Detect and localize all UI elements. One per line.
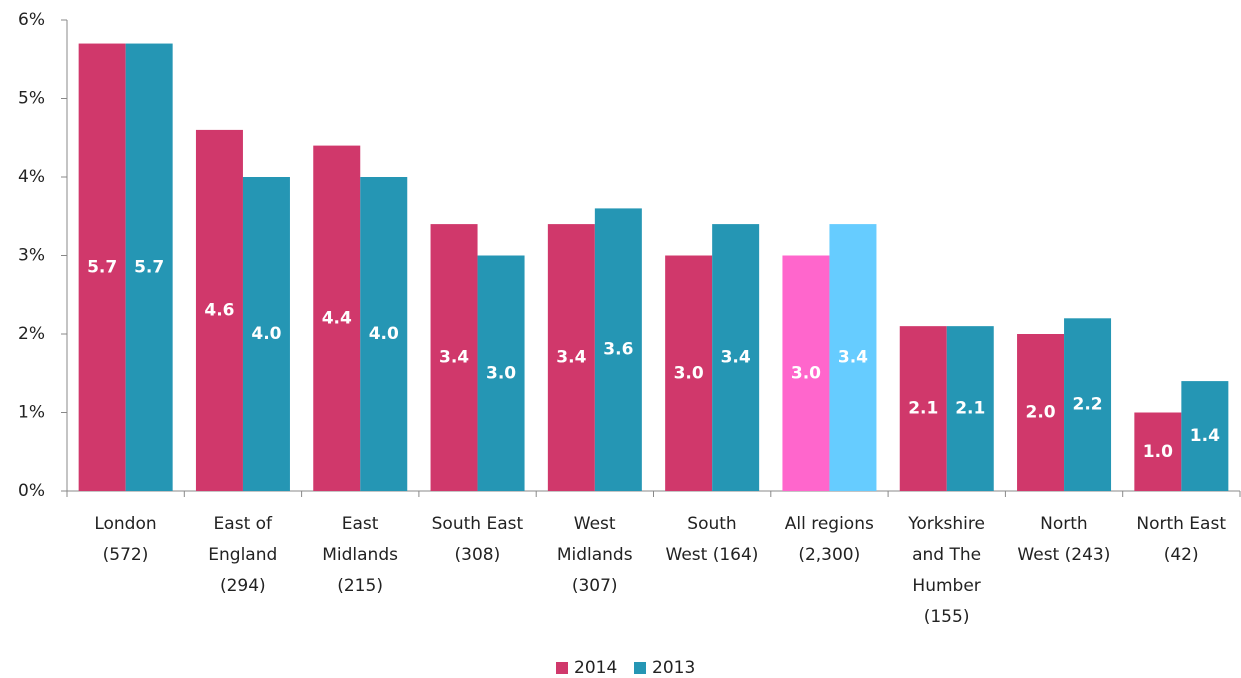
value-label: 3.4 [556,348,586,368]
value-label: 2.0 [1025,403,1055,423]
value-label: 2.1 [955,399,985,419]
value-label: 5.7 [87,257,117,277]
bar [829,224,877,491]
legend-swatch [634,662,646,674]
bar [1017,334,1065,491]
y-tick-label: 0% [18,481,45,501]
value-label: 3.6 [603,340,633,360]
bar [899,326,947,491]
bar [477,255,525,491]
bar [313,145,361,491]
value-label: 3.0 [674,363,704,383]
x-tick-label: All regions (2,300) [784,514,874,565]
legend-label: 2013 [652,658,695,678]
value-label: 4.6 [204,300,234,320]
legend-swatch [556,662,568,674]
x-tick-label: East Midlands (215) [322,514,398,596]
value-label: 2.2 [1072,395,1102,415]
x-tick-label: North West (243) [1017,514,1111,565]
value-label: 1.0 [1143,442,1173,462]
x-tick-label: South East (308) [431,514,524,565]
value-label: 2.1 [908,399,938,419]
bar [782,255,830,491]
bar [665,255,713,491]
bar [712,224,760,491]
bar [594,208,642,491]
bar [1134,412,1182,491]
y-tick-label: 2% [18,324,45,344]
value-label: 5.7 [134,257,164,277]
value-label: 3.4 [439,348,469,368]
bar [946,326,994,491]
value-label: 4.0 [251,324,281,344]
value-label: 3.4 [838,348,868,368]
bar [360,177,408,491]
x-tick-label: North East (42) [1136,514,1226,565]
value-label: 4.4 [322,308,352,328]
bar [78,43,126,492]
bar [242,177,290,491]
value-label: 3.4 [721,348,751,368]
bar [1181,381,1229,491]
bar [195,129,243,491]
bar [430,224,478,491]
bar [125,43,173,492]
y-tick-label: 6% [18,10,45,30]
bar [1064,318,1112,491]
value-label: 3.0 [486,363,516,383]
x-tick-label: Yorkshire and The Humber (155) [908,514,985,627]
x-tick-label: South West (164) [665,514,759,565]
x-tick-label: East of England (294) [208,514,278,596]
value-label: 1.4 [1190,426,1220,446]
y-tick-label: 4% [18,167,45,187]
y-tick-label: 5% [18,89,45,109]
legend-label: 2014 [574,658,617,678]
y-tick-label: 1% [18,403,45,423]
value-label: 4.0 [369,324,399,344]
bar [547,224,595,491]
value-label: 3.0 [791,363,821,383]
y-tick-label: 3% [18,246,45,266]
x-tick-label: West Midlands (307) [556,514,633,596]
x-tick-label: London (572) [94,514,157,565]
